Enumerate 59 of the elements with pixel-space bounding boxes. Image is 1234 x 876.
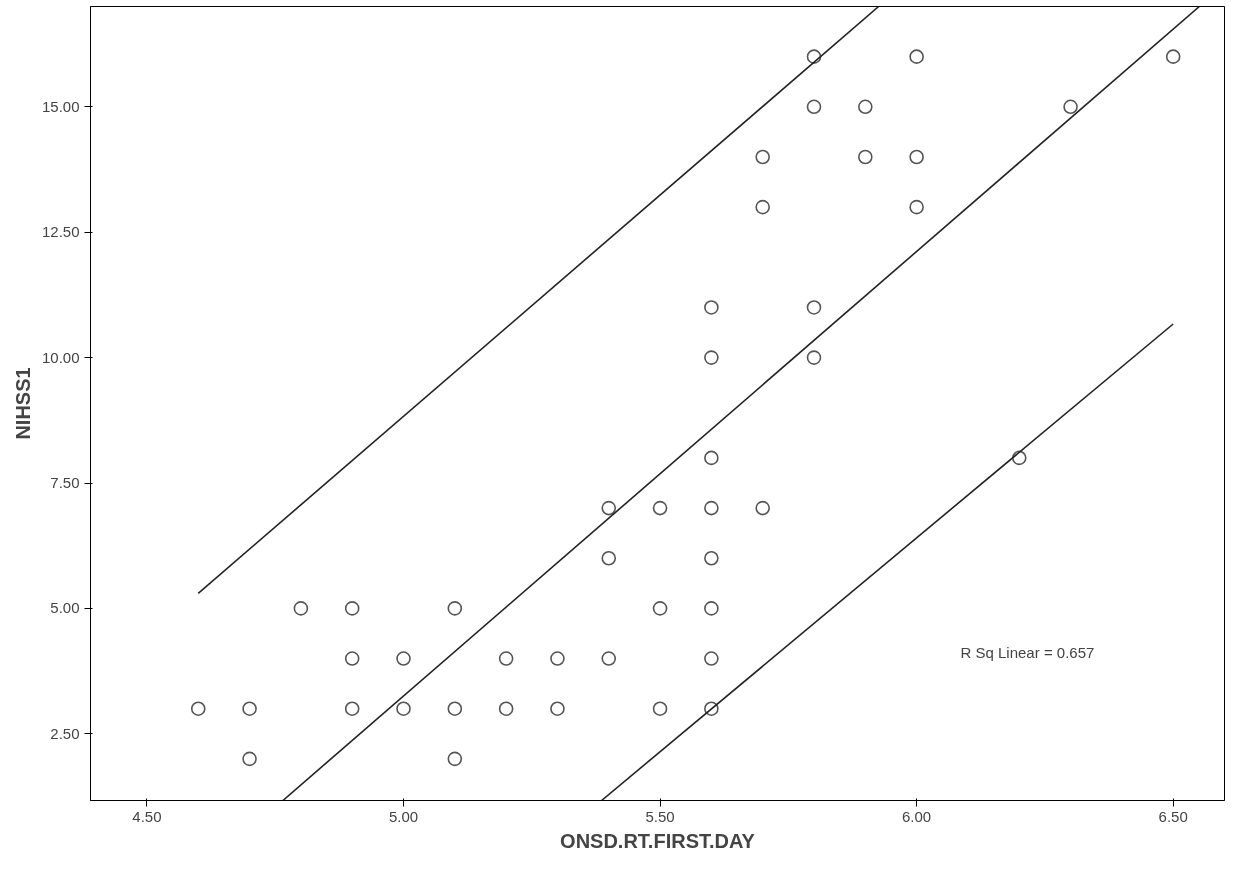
point (806, 49, 822, 64)
x-tick-label: 6.00 (902, 807, 932, 825)
x-tick-label: 5.50 (645, 807, 675, 825)
point (704, 601, 719, 616)
point (704, 550, 719, 566)
x-tick-label: 6.50 (1158, 807, 1188, 825)
point (755, 149, 770, 165)
y-tick-label: 5.00 (50, 599, 80, 617)
point (704, 651, 719, 666)
point (344, 701, 360, 716)
point (652, 601, 668, 616)
point (704, 500, 719, 516)
point (447, 601, 463, 616)
point (293, 601, 309, 616)
point (601, 500, 617, 516)
y-tick-label: 15.00 (41, 97, 80, 115)
point (806, 300, 822, 315)
point (447, 701, 463, 716)
point (396, 701, 411, 716)
x-axis-title: ONSD.RT.FIRST.DAY (560, 829, 756, 852)
point (755, 500, 770, 516)
y-tick-label: 7.50 (50, 474, 80, 491)
x-tick-label: 5.00 (388, 807, 419, 825)
point (396, 651, 411, 666)
point (755, 199, 770, 215)
point (704, 701, 719, 716)
point (190, 701, 206, 716)
point (652, 500, 668, 516)
point (704, 350, 719, 365)
point (242, 751, 257, 767)
point (909, 199, 924, 215)
point (806, 350, 822, 365)
point (858, 149, 873, 165)
point (704, 300, 719, 315)
point (652, 701, 668, 716)
point (447, 751, 463, 767)
y-tick-label: 2.50 (50, 724, 80, 742)
point (704, 450, 719, 466)
y-tick-label: 10.00 (41, 348, 80, 366)
point (601, 550, 617, 566)
point (344, 651, 360, 666)
y-tick-label: 12.50 (41, 223, 80, 241)
point (1011, 450, 1027, 466)
point (1063, 99, 1078, 115)
point (550, 651, 565, 666)
point (1165, 49, 1181, 64)
point (344, 601, 360, 616)
point (242, 701, 257, 716)
point (498, 651, 514, 666)
point (909, 149, 924, 165)
x-tick-label: 4.50 (132, 807, 162, 825)
point (858, 99, 873, 115)
y-axis-title: NIHSS1 (11, 367, 34, 440)
point (601, 651, 617, 666)
annotation: R Sq Linear = 0.657 (960, 643, 1095, 661)
point (909, 49, 924, 64)
point (498, 701, 514, 716)
point (550, 701, 565, 716)
point (806, 99, 822, 115)
